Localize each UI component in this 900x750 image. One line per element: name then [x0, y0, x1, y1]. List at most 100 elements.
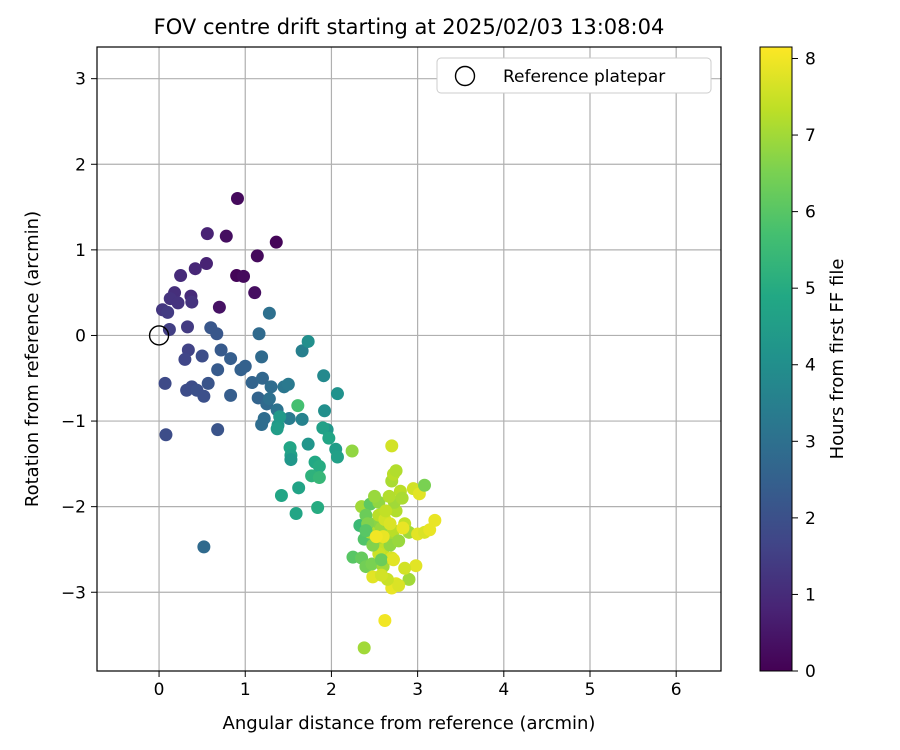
data-point — [250, 249, 264, 263]
data-point — [262, 392, 276, 406]
data-point — [382, 489, 396, 503]
data-point — [270, 422, 284, 436]
data-point — [212, 300, 226, 314]
colorbar-label: Hours from first FF file — [827, 259, 848, 460]
data-point — [162, 322, 176, 336]
data-point — [171, 296, 185, 310]
colorbar-tick-label: 3 — [805, 432, 816, 452]
plot-frame — [96, 46, 722, 672]
data-point — [428, 513, 442, 527]
data-point — [237, 269, 251, 283]
data-point — [378, 613, 392, 627]
data-point — [195, 349, 209, 363]
data-point — [264, 380, 278, 394]
data-point — [316, 421, 330, 435]
x-tick-label: 0 — [154, 680, 165, 700]
data-point — [248, 286, 262, 300]
y-tick-label: 0 — [75, 326, 86, 346]
data-point — [292, 481, 306, 495]
colorbar-tick-label: 4 — [805, 356, 816, 376]
data-point — [200, 227, 214, 241]
data-point — [301, 334, 315, 348]
legend-reference-marker — [454, 65, 476, 87]
data-point — [159, 428, 173, 442]
data-point — [224, 388, 238, 402]
data-point — [224, 352, 238, 366]
data-point — [174, 269, 188, 283]
data-point — [262, 306, 276, 320]
y-axis-label: Rotation from reference (arcmin) — [22, 211, 43, 507]
data-point — [185, 295, 199, 309]
data-point — [201, 376, 215, 390]
data-point — [273, 410, 287, 424]
data-point — [311, 501, 325, 515]
data-point — [295, 412, 309, 426]
data-point — [312, 471, 326, 485]
data-point — [238, 359, 252, 373]
x-axis-ticks: 0 1 2 3 4 5 6 — [154, 671, 682, 700]
data-point — [357, 641, 371, 655]
data-point — [312, 459, 326, 473]
data-point — [289, 507, 303, 521]
data-point — [211, 423, 225, 437]
data-point — [369, 530, 383, 544]
colorbar-tick-label: 1 — [805, 585, 816, 605]
colorbar-tick-label: 7 — [805, 126, 816, 146]
data-point — [359, 524, 373, 538]
data-point — [330, 450, 344, 464]
colorbar-tick-label: 8 — [805, 49, 816, 69]
data-point — [211, 363, 225, 377]
data-point — [219, 229, 233, 243]
data-points — [156, 192, 442, 655]
x-axis-label: Angular distance from reference (arcmin) — [223, 713, 596, 734]
x-tick-label: 5 — [585, 680, 596, 700]
data-point — [197, 540, 211, 554]
data-point — [409, 559, 423, 573]
colorbar-ticks: 0 1 2 3 4 5 6 7 8 — [792, 49, 816, 682]
data-point — [389, 464, 403, 478]
y-tick-label: 3 — [75, 70, 86, 90]
data-point — [345, 444, 359, 458]
data-point — [180, 320, 194, 334]
reference-point — [148, 325, 170, 346]
data-point — [395, 491, 409, 505]
colorbar-tick-label: 6 — [805, 203, 816, 223]
legend-entry-reference-platepar: Reference platepar — [503, 67, 665, 87]
y-tick-label: −3 — [61, 583, 86, 603]
data-point — [317, 369, 331, 383]
data-point — [374, 568, 388, 582]
data-point — [295, 344, 309, 358]
data-point — [385, 439, 399, 453]
legend-box — [436, 57, 712, 94]
data-point — [301, 437, 315, 451]
data-point — [398, 561, 412, 575]
colorbar-tick-label: 5 — [805, 279, 816, 299]
x-tick-label: 6 — [671, 680, 682, 700]
data-point — [368, 489, 382, 503]
data-point — [255, 371, 269, 385]
data-point — [214, 343, 228, 357]
y-tick-label: −1 — [61, 412, 86, 432]
data-point — [230, 192, 244, 206]
x-tick-label: 1 — [240, 680, 251, 700]
data-point — [330, 387, 344, 401]
data-point — [252, 327, 266, 341]
data-point — [269, 235, 283, 249]
data-point — [274, 489, 288, 503]
data-point — [281, 377, 295, 391]
chart-title: FOV centre drift starting at 2025/02/03 … — [154, 15, 665, 39]
x-tick-label: 2 — [326, 680, 337, 700]
data-point — [379, 504, 393, 518]
data-point — [178, 352, 192, 366]
data-point — [392, 578, 406, 592]
colorbar-tick-label: 2 — [805, 509, 816, 529]
y-tick-label: −2 — [61, 498, 86, 518]
y-tick-label: 1 — [75, 241, 86, 261]
data-point — [158, 376, 172, 390]
legend: Reference platepar — [436, 57, 712, 94]
data-point — [197, 389, 211, 403]
y-axis-ticks: −3 −2 −1 0 1 2 3 — [61, 70, 97, 603]
data-point — [210, 327, 224, 341]
data-point — [291, 399, 305, 413]
